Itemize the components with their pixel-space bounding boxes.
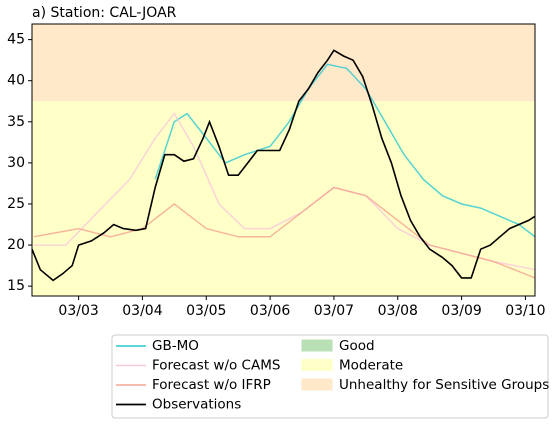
legend-swatch bbox=[301, 378, 333, 391]
y-tick-label: 40 bbox=[7, 73, 25, 89]
x-tick-label: 03/06 bbox=[250, 303, 290, 319]
legend-label: Moderate bbox=[339, 358, 403, 374]
x-tick-label: 03/09 bbox=[441, 303, 481, 319]
y-tick-label: 45 bbox=[7, 32, 25, 48]
series-line bbox=[154, 63, 536, 238]
legend-label: Observations bbox=[152, 397, 241, 413]
aqi-band bbox=[32, 101, 535, 296]
y-tick-label: 30 bbox=[7, 155, 25, 171]
y-tick-label: 25 bbox=[7, 196, 25, 212]
x-tick-label: 03/05 bbox=[186, 303, 226, 319]
legend-swatch bbox=[301, 359, 333, 371]
legend: GB-MO Forecast w/o CAMS Forecast w/o IFRP O… bbox=[111, 334, 549, 419]
x-tick-label: 03/10 bbox=[505, 303, 545, 319]
aqi-band bbox=[32, 24, 535, 102]
legend-label: GB-MO bbox=[152, 338, 199, 354]
legend-label: Unhealthy for Sensitive Groups bbox=[339, 377, 549, 393]
x-tick-label: 03/04 bbox=[122, 303, 162, 319]
y-tick-label: 20 bbox=[7, 237, 25, 253]
legend-swatch bbox=[301, 339, 333, 352]
chart-title: a) Station: CAL-JOAR bbox=[32, 5, 177, 21]
x-tick-label: 03/08 bbox=[378, 303, 418, 319]
series-line bbox=[31, 49, 536, 282]
y-tick-label: 35 bbox=[7, 114, 25, 130]
legend-label: Forecast w/o CAMS bbox=[152, 358, 280, 374]
legend-label: Good bbox=[339, 338, 375, 354]
x-tick-label: 03/07 bbox=[314, 303, 354, 319]
series-line bbox=[33, 186, 536, 279]
y-tick-label: 15 bbox=[7, 278, 25, 294]
x-tick-label: 03/03 bbox=[58, 303, 98, 319]
plot-frame bbox=[31, 23, 536, 297]
legend-label: Forecast w/o IFRP bbox=[152, 377, 271, 393]
legend-frame bbox=[111, 334, 549, 419]
